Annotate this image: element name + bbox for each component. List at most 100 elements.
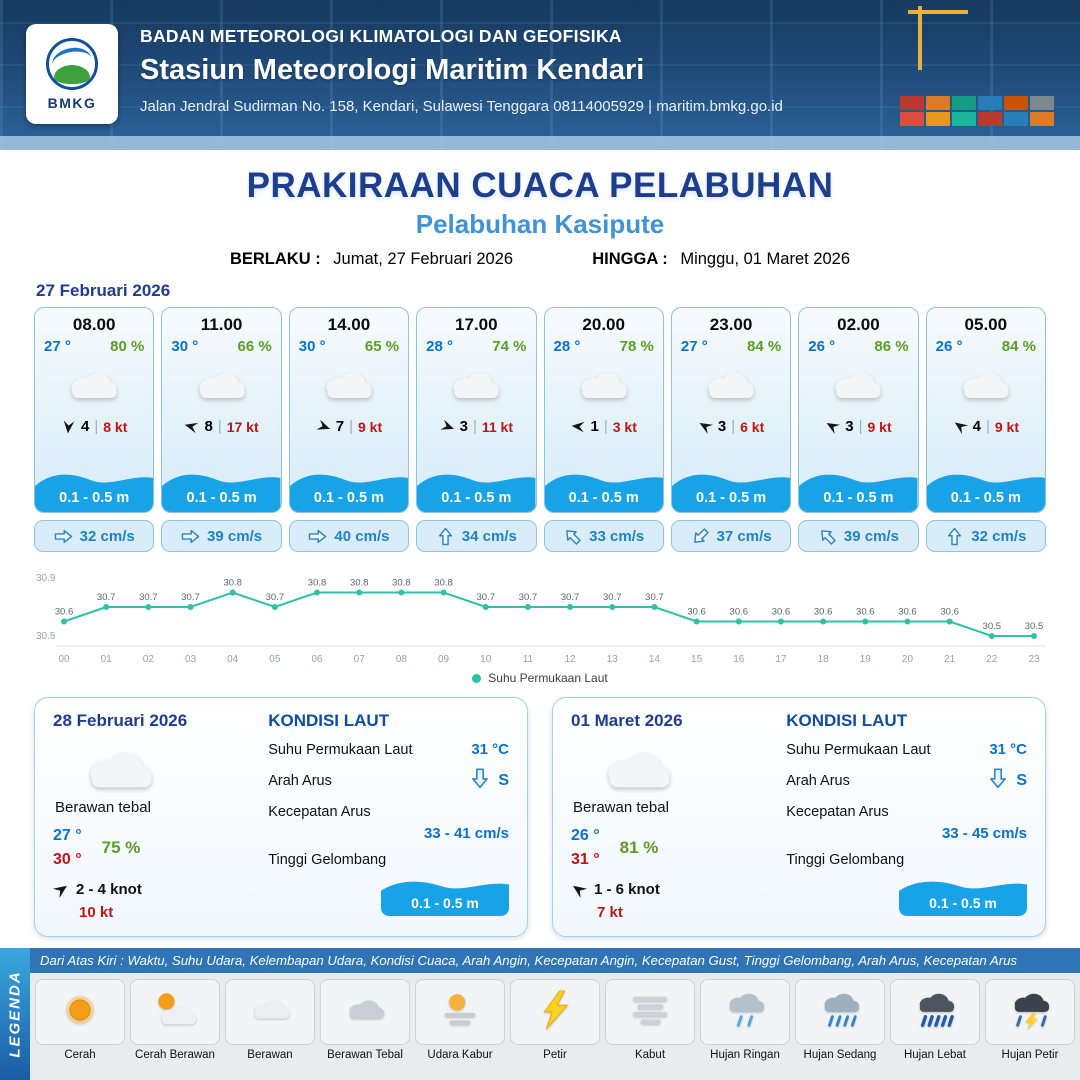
cloud-weather-icon [446, 362, 506, 408]
containers-illustration [900, 96, 1054, 126]
wave-height-band: 0.1 - 0.5 m [289, 466, 409, 512]
valid-until-value: Minggu, 01 Maret 2026 [680, 250, 851, 268]
current-speed-value: 40 cm/s [334, 527, 390, 545]
legend-dot-icon [472, 673, 482, 683]
gust-speed-value: 3 kt [612, 418, 637, 435]
svg-text:12: 12 [565, 654, 577, 665]
svg-text:30.6: 30.6 [898, 607, 917, 618]
wind-direction-icon [314, 417, 333, 436]
svg-text:30.8: 30.8 [392, 578, 411, 589]
cloud-thick-icon [342, 990, 388, 1035]
legend-item: Berawan [225, 979, 315, 1061]
wave-height-band: 0.1 - 0.5 m [381, 874, 509, 916]
temp-max: 30 ° [53, 851, 82, 868]
svg-text:30.5: 30.5 [983, 621, 1002, 632]
current-direction-value: S [498, 772, 509, 789]
wave-height-value: 0.1 - 0.5 m [950, 490, 1021, 506]
wind-speed-value: 4 [81, 418, 90, 435]
current-direction-value: S [1016, 772, 1027, 789]
svg-text:19: 19 [860, 654, 872, 665]
bmkg-logo: BMKG [26, 24, 118, 124]
current-speed-value: 32 cm/s [971, 527, 1027, 545]
bmkg-logo-text: BMKG [47, 94, 97, 111]
forecast-time: 05.00 [964, 315, 1008, 334]
port-name: Pelabuhan Kasipute [415, 209, 665, 239]
forecast-card: 08.00 27 ° 80 % 4 | 8 kt 0.1 - 0.5 m 32 … [34, 307, 155, 552]
wave-height-value: 0.1 - 0.5 m [186, 490, 257, 506]
cloud-weather-icon [956, 362, 1016, 408]
legend-item-label: Berawan [247, 1049, 293, 1061]
cloud-weather-icon [574, 362, 634, 408]
current-direction-icon [472, 768, 489, 794]
separator: | [217, 418, 222, 435]
wave-height-value: 0.1 - 0.5 m [313, 490, 384, 506]
wind-direction-icon [950, 416, 971, 437]
wave-height-band: 0.1 - 0.5 m [926, 466, 1045, 512]
forecast-card: 23.00 27 ° 84 % 3 | 6 kt 0.1 - 0.5 m 37 … [670, 307, 792, 552]
forecast-card-row: 08.00 27 ° 80 % 4 | 8 kt 0.1 - 0.5 m 32 … [34, 307, 1046, 552]
wave-height-value: 0.1 - 0.5 m [929, 895, 997, 911]
current-direction-icon [438, 527, 453, 546]
wind-direction-icon [183, 417, 201, 435]
wind-speed-value: 3 [845, 418, 854, 435]
svg-text:30.8: 30.8 [223, 578, 242, 589]
svg-text:30.8: 30.8 [434, 578, 453, 589]
gust-speed-value: 10 kt [79, 904, 114, 921]
sun-cloud-icon [152, 990, 198, 1035]
svg-text:30.6: 30.6 [814, 607, 833, 618]
svg-text:16: 16 [733, 654, 745, 665]
rain-heavy-icon [912, 990, 958, 1035]
air-temperature: 28 ° [553, 338, 581, 355]
wave-height-value: 0.1 - 0.5 m [441, 490, 512, 506]
legend-item-label: Kabut [634, 1049, 666, 1061]
cloud-weather-icon [79, 739, 258, 795]
daily-forecast-row: 28 Februari 2026 Berawan tebal 27 ° 30 °… [34, 697, 1046, 937]
svg-text:02: 02 [143, 654, 155, 665]
current-speed-value: 39 cm/s [207, 527, 263, 545]
rain-lightning-icon [1007, 990, 1053, 1035]
wave-height-value: 0.1 - 0.5 m [59, 490, 130, 506]
daily-forecast-card: 01 Maret 2026 Berawan tebal 26 ° 31 ° 81… [552, 697, 1046, 937]
forecast-date: 27 Februari 2026 [36, 281, 171, 300]
forecast-time: 20.00 [582, 315, 625, 334]
cloud-weather-icon [701, 362, 761, 408]
gust-speed-value: 6 kt [740, 418, 765, 435]
wind-direction-icon [60, 418, 76, 434]
daily-forecast-card: 28 Februari 2026 Berawan tebal 27 ° 30 °… [34, 697, 528, 937]
separator: | [472, 418, 477, 435]
cloud-weather-icon [64, 362, 124, 408]
wave-height-value: 0.1 - 0.5 m [823, 490, 894, 506]
weather-condition: Berawan tebal [573, 799, 669, 816]
legend-item-label: Cerah Berawan [135, 1049, 215, 1061]
station-address: Jalan Jendral Sudirman No. 158, Kendari,… [140, 98, 783, 115]
svg-text:15: 15 [691, 654, 703, 665]
fog-icon [627, 990, 673, 1035]
wind-speed-value: 8 [204, 418, 213, 435]
svg-text:09: 09 [438, 654, 450, 665]
rain-light-icon [722, 990, 768, 1035]
wind-speed-value: 3 [717, 418, 727, 435]
weather-condition: Berawan tebal [55, 799, 151, 816]
svg-text:10: 10 [480, 654, 492, 665]
svg-text:30.7: 30.7 [645, 592, 664, 603]
legend-item-label: Hujan Sedang [803, 1049, 877, 1061]
wind-direction-icon [50, 878, 72, 900]
svg-text:30.7: 30.7 [603, 592, 622, 603]
cloud-weather-icon [319, 362, 379, 408]
current-direction-icon [815, 524, 839, 548]
svg-text:30.7: 30.7 [97, 592, 116, 603]
temp-max: 31 ° [571, 851, 600, 868]
validity-row: BERLAKU : Jumat, 27 Februari 2026 HINGGA… [0, 250, 1080, 269]
current-speed-chip: 39 cm/s [161, 520, 282, 552]
current-speed-chip: 32 cm/s [925, 520, 1046, 552]
current-speed-label: Kecepatan Arus [268, 804, 371, 820]
cloud-icon [247, 990, 293, 1035]
legend-item-label: Hujan Ringan [710, 1049, 780, 1061]
valid-from-label: BERLAKU : [229, 250, 321, 268]
air-temperature: 27 ° [680, 338, 708, 355]
current-direction-icon [688, 524, 712, 548]
air-temperature: 30 ° [171, 338, 199, 355]
wind-direction-icon [695, 416, 715, 436]
lightning-icon [532, 989, 578, 1035]
svg-text:30.6: 30.6 [940, 607, 959, 618]
